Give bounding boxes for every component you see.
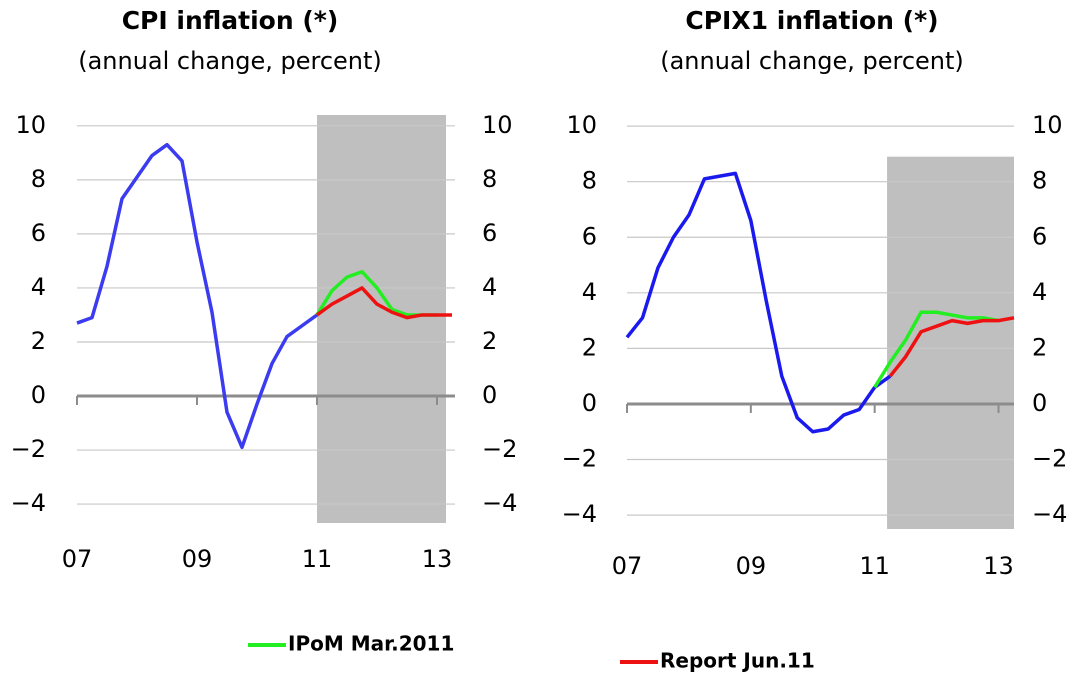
y2-tick-label: 10 <box>482 111 513 139</box>
y-tick-label: −2 <box>562 445 597 473</box>
y-tick-label: −2 <box>11 435 46 463</box>
y2-tick-label: −2 <box>1032 445 1067 473</box>
y-tick-label: 6 <box>31 219 46 247</box>
x-tick-label: 07 <box>62 545 93 573</box>
y-tick-label: 4 <box>582 278 597 306</box>
y2-tick-label: 0 <box>482 381 497 409</box>
y2-tick-label: −4 <box>1032 500 1067 528</box>
series-line <box>315 286 452 320</box>
series-line <box>76 142 319 450</box>
y2-tick-label: 6 <box>1032 222 1047 250</box>
series-line <box>873 310 999 389</box>
chart-title: CPI inflation (*) <box>122 6 339 35</box>
x-tick-label: 11 <box>302 545 333 573</box>
legend-label: IPoM Mar.2011 <box>288 632 454 656</box>
y2-tick-label: 2 <box>1032 333 1047 361</box>
y-tick-label: 6 <box>582 222 597 250</box>
y-tick-label: −4 <box>11 489 46 517</box>
y2-tick-label: 6 <box>482 219 497 247</box>
chart-title: CPIX1 inflation (*) <box>685 6 938 35</box>
chart-subtitle: (annual change, percent) <box>660 47 964 75</box>
legend-label: Report Jun.11 <box>660 649 815 673</box>
y-tick-label: 2 <box>582 333 597 361</box>
x-tick-label: 09 <box>736 552 767 580</box>
series-line <box>625 171 892 434</box>
x-tick-label: 13 <box>422 545 453 573</box>
y2-tick-label: 8 <box>482 165 497 193</box>
y-tick-label: −4 <box>562 500 597 528</box>
y-tick-label: 8 <box>582 167 597 195</box>
x-tick-label: 13 <box>983 552 1014 580</box>
y2-tick-label: 4 <box>482 273 497 301</box>
x-tick-label: 07 <box>612 552 643 580</box>
y2-tick-label: 4 <box>1032 278 1047 306</box>
y-tick-label: 10 <box>566 111 597 139</box>
y2-tick-label: −4 <box>482 489 517 517</box>
forecast-shade <box>887 156 1014 529</box>
y-tick-label: 0 <box>31 381 46 409</box>
y2-tick-label: 10 <box>1032 111 1063 139</box>
series-line <box>888 316 1015 378</box>
y2-tick-label: 0 <box>1032 389 1047 417</box>
x-tick-label: 09 <box>182 545 213 573</box>
forecast-shade <box>317 115 446 523</box>
x-tick-label: 11 <box>859 552 890 580</box>
y2-tick-label: −2 <box>482 435 517 463</box>
y2-tick-label: 2 <box>482 327 497 355</box>
y-tick-label: 8 <box>31 165 46 193</box>
chart-subtitle: (annual change, percent) <box>78 47 382 75</box>
y-tick-label: 0 <box>582 389 597 417</box>
y-tick-label: 10 <box>15 111 46 139</box>
y-tick-label: 4 <box>31 273 46 301</box>
y2-tick-label: 8 <box>1032 167 1047 195</box>
y-tick-label: 2 <box>31 327 46 355</box>
